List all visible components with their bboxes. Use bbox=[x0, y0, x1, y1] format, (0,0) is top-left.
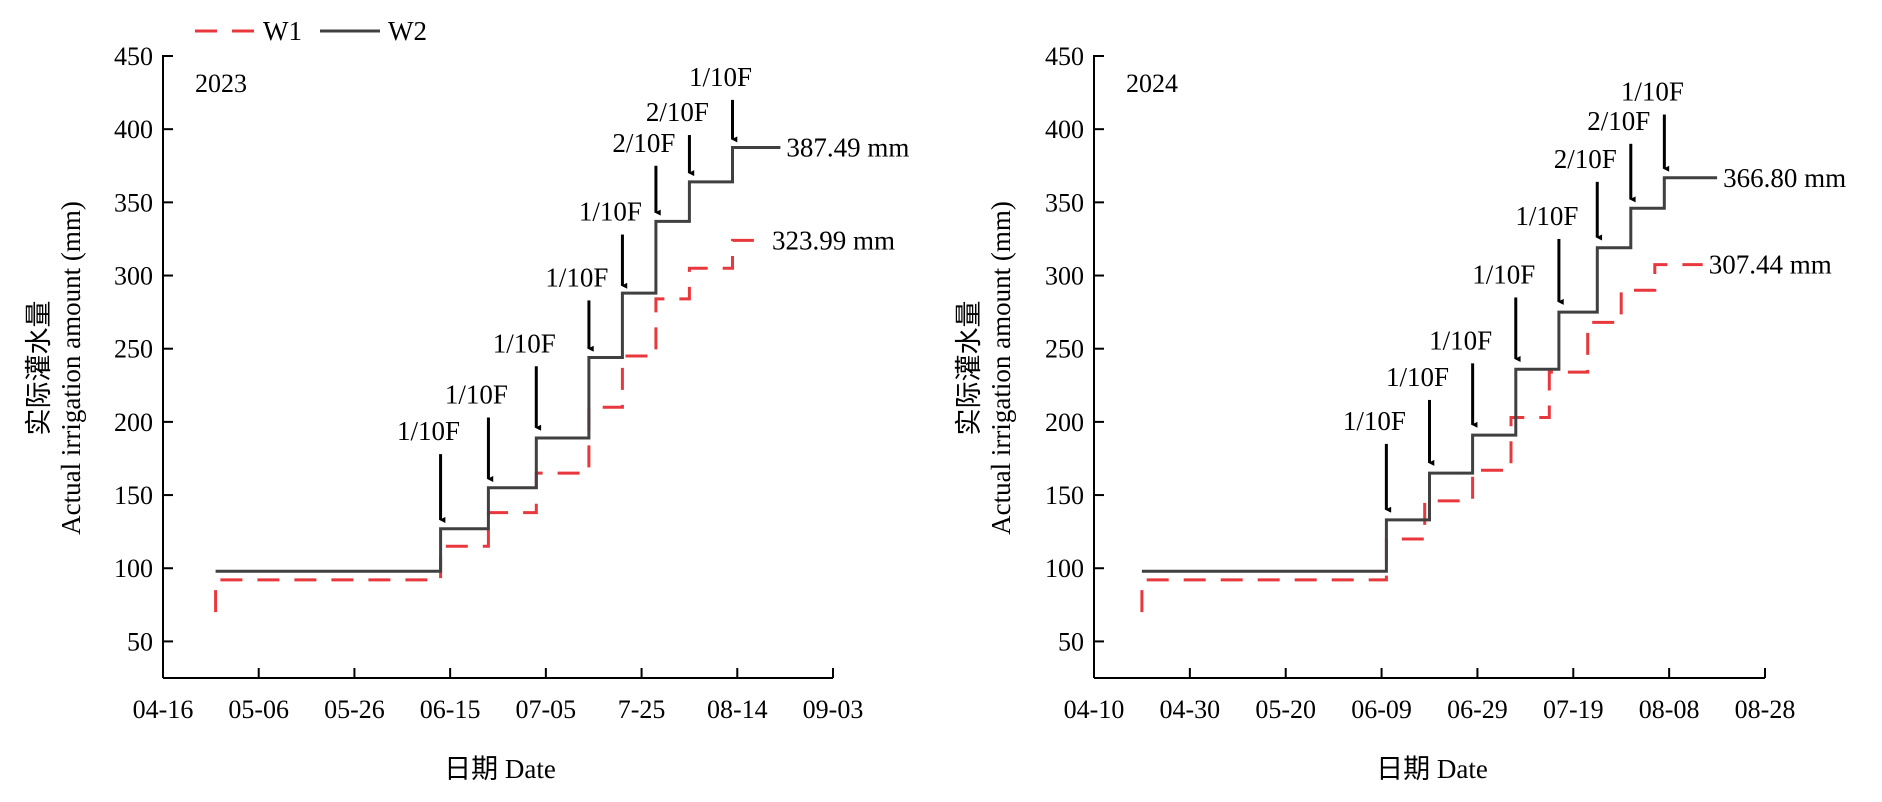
annotation-label: 1/10F bbox=[689, 62, 752, 92]
chart-panel-2024: 2024 日期 Date 实际灌水量 Actual irrigation amo… bbox=[954, 42, 1846, 784]
y-tick-label: 400 bbox=[114, 115, 153, 144]
series-line-w1 bbox=[1140, 263, 1703, 613]
annotation-label: 1/10F bbox=[1429, 325, 1492, 355]
y-tick-label: 150 bbox=[114, 481, 153, 510]
end-value-label-w2: 366.80 mm bbox=[1723, 163, 1846, 193]
legend-label-w1: W1 bbox=[263, 16, 302, 46]
y-tick-label: 250 bbox=[114, 335, 153, 364]
y-axis-title-en: Actual irrigation amount (mm) bbox=[56, 201, 86, 535]
end-value-label-w1: 307.44 mm bbox=[1709, 250, 1832, 280]
x-tick-label: 7-25 bbox=[618, 695, 666, 724]
panel-label: 2023 bbox=[195, 69, 247, 98]
annotation-label: 2/10F bbox=[612, 128, 675, 158]
x-axis-title: 日期 Date bbox=[444, 754, 556, 784]
x-tick-label: 04-16 bbox=[133, 695, 194, 724]
y-tick-label: 100 bbox=[114, 554, 153, 583]
x-tick-label: 06-29 bbox=[1447, 695, 1508, 724]
y-tick-label: 250 bbox=[1045, 335, 1084, 364]
annotation-label: 1/10F bbox=[397, 416, 460, 446]
y-tick-label: 350 bbox=[114, 188, 153, 217]
annotation-label: 2/10F bbox=[1554, 144, 1617, 174]
y-tick-label: 50 bbox=[1058, 627, 1084, 656]
y-tick-label: 200 bbox=[114, 408, 153, 437]
series-line-w2 bbox=[1141, 176, 1718, 573]
annotation-label: 1/10F bbox=[1472, 259, 1535, 289]
legend: W1 W2 bbox=[195, 16, 427, 46]
annotation-label: 1/10F bbox=[1343, 406, 1406, 436]
y-tick-label: 400 bbox=[1045, 115, 1084, 144]
annotation-label: 2/10F bbox=[1587, 106, 1650, 136]
legend-item-w2: W2 bbox=[320, 16, 427, 46]
legend-item-w1: W1 bbox=[195, 16, 302, 46]
x-tick-label: 08-28 bbox=[1735, 695, 1796, 724]
legend-label-w2: W2 bbox=[388, 16, 427, 46]
annotation-label: 1/10F bbox=[545, 262, 608, 292]
y-tick-label: 150 bbox=[1045, 481, 1084, 510]
annotation-label: 1/10F bbox=[445, 379, 508, 409]
x-tick-label: 04-10 bbox=[1064, 695, 1125, 724]
y-tick-label: 200 bbox=[1045, 408, 1084, 437]
y-axis-title-en: Actual irrigation amount (mm) bbox=[986, 201, 1016, 535]
y-tick-label: 350 bbox=[1045, 188, 1084, 217]
annotation-label: 1/10F bbox=[579, 197, 642, 227]
end-value-label-w2: 387.49 mm bbox=[786, 132, 909, 162]
x-tick-label: 08-14 bbox=[707, 695, 768, 724]
series-line-w1 bbox=[214, 238, 766, 613]
x-axis-title: 日期 Date bbox=[1376, 754, 1488, 784]
annotation-label: 2/10F bbox=[646, 97, 709, 127]
x-tick-label: 07-05 bbox=[516, 695, 577, 724]
y-tick-label: 100 bbox=[1045, 554, 1084, 583]
y-tick-label: 450 bbox=[114, 42, 153, 71]
y-axis-title-cn: 实际灌水量 bbox=[24, 301, 54, 436]
chart-panel-2023: 2023 日期 Date 实际灌水量 Actual irrigation amo… bbox=[24, 42, 909, 784]
x-tick-label: 04-30 bbox=[1160, 695, 1221, 724]
y-tick-label: 450 bbox=[1045, 42, 1084, 71]
annotation-label: 1/10F bbox=[1621, 77, 1684, 107]
x-tick-label: 05-06 bbox=[228, 695, 289, 724]
y-tick-label: 50 bbox=[127, 627, 153, 656]
x-tick-label: 05-26 bbox=[324, 695, 385, 724]
x-tick-label: 05-20 bbox=[1255, 695, 1316, 724]
end-value-label-w1: 323.99 mm bbox=[772, 225, 895, 255]
y-tick-label: 300 bbox=[1045, 262, 1084, 291]
x-tick-label: 09-03 bbox=[803, 695, 864, 724]
annotation-label: 1/10F bbox=[1515, 201, 1578, 231]
series-line-w2 bbox=[215, 146, 781, 573]
x-tick-label: 06-09 bbox=[1351, 695, 1412, 724]
x-tick-label: 08-08 bbox=[1639, 695, 1700, 724]
x-tick-label: 07-19 bbox=[1543, 695, 1604, 724]
annotation-label: 1/10F bbox=[493, 328, 556, 358]
y-axis-title-cn: 实际灌水量 bbox=[954, 301, 984, 436]
y-tick-label: 300 bbox=[114, 262, 153, 291]
x-tick-label: 06-15 bbox=[420, 695, 481, 724]
panel-label: 2024 bbox=[1126, 69, 1178, 98]
annotation-label: 1/10F bbox=[1386, 362, 1449, 392]
